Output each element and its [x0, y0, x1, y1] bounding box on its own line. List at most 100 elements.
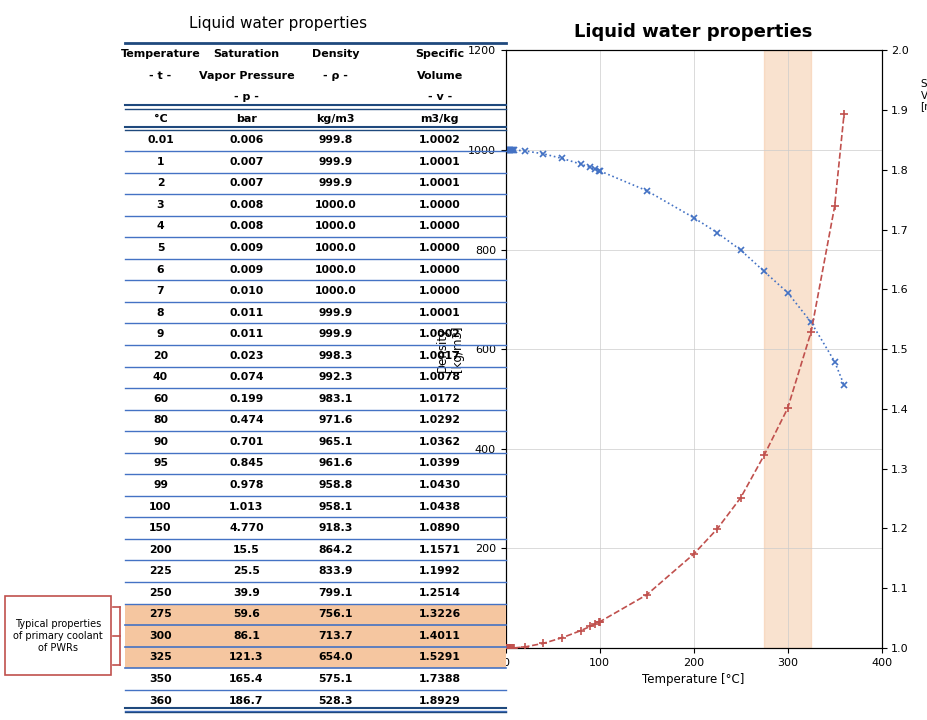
Text: 0.023: 0.023: [229, 351, 263, 361]
Text: Specific
Volume
[m3/kg]: Specific Volume [m3/kg]: [920, 79, 927, 112]
Text: 0.011: 0.011: [229, 329, 263, 339]
Text: 1000.0: 1000.0: [314, 286, 356, 296]
Text: 90: 90: [153, 437, 168, 447]
Text: 95: 95: [153, 459, 168, 469]
Text: 1.3226: 1.3226: [418, 609, 461, 619]
Text: 1.0000: 1.0000: [419, 264, 460, 274]
Text: 0.978: 0.978: [229, 480, 263, 490]
Text: 0.701: 0.701: [229, 437, 263, 447]
Text: 3: 3: [157, 200, 164, 210]
Text: 350: 350: [149, 674, 171, 684]
Text: 998.3: 998.3: [318, 351, 352, 361]
Text: Saturation: Saturation: [213, 49, 279, 59]
Text: 1.0000: 1.0000: [419, 286, 460, 296]
Text: 5: 5: [157, 243, 164, 253]
Text: 1.0890: 1.0890: [419, 523, 460, 533]
Text: Specific: Specific: [415, 49, 464, 59]
Text: 0.474: 0.474: [229, 415, 263, 426]
Text: 961.6: 961.6: [318, 459, 352, 469]
Text: 799.1: 799.1: [318, 588, 352, 598]
Text: 0.011: 0.011: [229, 307, 263, 318]
Text: 1000.0: 1000.0: [314, 264, 356, 274]
Text: 2: 2: [157, 179, 164, 189]
Text: 8: 8: [157, 307, 164, 318]
Text: 59.6: 59.6: [233, 609, 260, 619]
Text: 0.009: 0.009: [229, 264, 263, 274]
Text: 300: 300: [149, 631, 171, 641]
Text: kg/m3: kg/m3: [316, 114, 354, 124]
Text: 1.0292: 1.0292: [418, 415, 461, 426]
Text: 0.009: 0.009: [229, 243, 263, 253]
Text: m3/kg: m3/kg: [420, 114, 459, 124]
Text: 225: 225: [149, 566, 171, 576]
Text: 1.1571: 1.1571: [418, 545, 461, 554]
Text: - v -: - v -: [427, 92, 451, 102]
Text: 1.0017: 1.0017: [418, 351, 461, 361]
Text: 1.0172: 1.0172: [418, 394, 461, 404]
Text: °C: °C: [154, 114, 167, 124]
Text: 1000.0: 1000.0: [314, 243, 356, 253]
Text: 4: 4: [157, 222, 164, 231]
Text: 965.1: 965.1: [318, 437, 352, 447]
Text: 575.1: 575.1: [318, 674, 352, 684]
Text: 1: 1: [157, 157, 164, 167]
Text: 9: 9: [157, 329, 164, 339]
Text: 100: 100: [149, 502, 171, 512]
Text: 7: 7: [157, 286, 164, 296]
Text: bar: bar: [235, 114, 257, 124]
Text: 1.0399: 1.0399: [418, 459, 461, 469]
Text: 983.1: 983.1: [318, 394, 352, 404]
Text: 1.1992: 1.1992: [418, 566, 461, 576]
Bar: [5, 596, 111, 675]
Text: 992.3: 992.3: [318, 372, 352, 382]
Text: 250: 250: [149, 588, 171, 598]
Text: 1.0001: 1.0001: [419, 157, 460, 167]
Text: Vapor Pressure: Vapor Pressure: [198, 71, 294, 81]
Text: Typical properties
of primary coolant
of PWRs: Typical properties of primary coolant of…: [13, 619, 103, 652]
Text: 1.0001: 1.0001: [419, 307, 460, 318]
X-axis label: Temperature [°C]: Temperature [°C]: [641, 673, 744, 686]
Text: 1.5291: 1.5291: [418, 652, 461, 662]
Text: 1.0002: 1.0002: [418, 135, 461, 145]
Text: Temperature: Temperature: [121, 49, 200, 59]
Text: 1.4011: 1.4011: [418, 631, 461, 641]
Text: 360: 360: [149, 696, 171, 706]
Text: 999.9: 999.9: [318, 179, 352, 189]
Text: 0.008: 0.008: [229, 200, 263, 210]
Text: 80: 80: [153, 415, 168, 426]
Text: 1.0078: 1.0078: [418, 372, 461, 382]
Text: 325: 325: [149, 652, 171, 662]
Text: 1.0000: 1.0000: [419, 243, 460, 253]
Text: 1.0430: 1.0430: [418, 480, 461, 490]
Text: 999.9: 999.9: [318, 329, 352, 339]
Text: 654.0: 654.0: [318, 652, 352, 662]
Text: 528.3: 528.3: [318, 696, 352, 706]
Text: 864.2: 864.2: [318, 545, 352, 554]
Text: 0.007: 0.007: [229, 157, 263, 167]
Title: Liquid water properties: Liquid water properties: [574, 22, 812, 40]
Text: 833.9: 833.9: [318, 566, 352, 576]
Bar: [125, 647, 505, 668]
Text: 1.8929: 1.8929: [418, 696, 461, 706]
Text: 60: 60: [153, 394, 168, 404]
Text: 1.0362: 1.0362: [418, 437, 461, 447]
Text: 186.7: 186.7: [229, 696, 263, 706]
Text: 165.4: 165.4: [229, 674, 263, 684]
Bar: [763, 50, 810, 648]
Text: 275: 275: [149, 609, 171, 619]
Text: 40: 40: [153, 372, 168, 382]
Text: 0.010: 0.010: [229, 286, 263, 296]
Text: 0.008: 0.008: [229, 222, 263, 231]
Text: 756.1: 756.1: [318, 609, 352, 619]
Text: - t -: - t -: [149, 71, 171, 81]
Text: 1.7388: 1.7388: [418, 674, 461, 684]
Text: 999.9: 999.9: [318, 157, 352, 167]
Text: 958.1: 958.1: [318, 502, 352, 512]
Text: 121.3: 121.3: [229, 652, 263, 662]
Text: 1.0000: 1.0000: [419, 222, 460, 231]
Text: 0.006: 0.006: [229, 135, 263, 145]
Text: 999.9: 999.9: [318, 307, 352, 318]
Text: 25.5: 25.5: [233, 566, 260, 576]
Text: Liquid water properties: Liquid water properties: [189, 16, 367, 31]
Text: 200: 200: [149, 545, 171, 554]
